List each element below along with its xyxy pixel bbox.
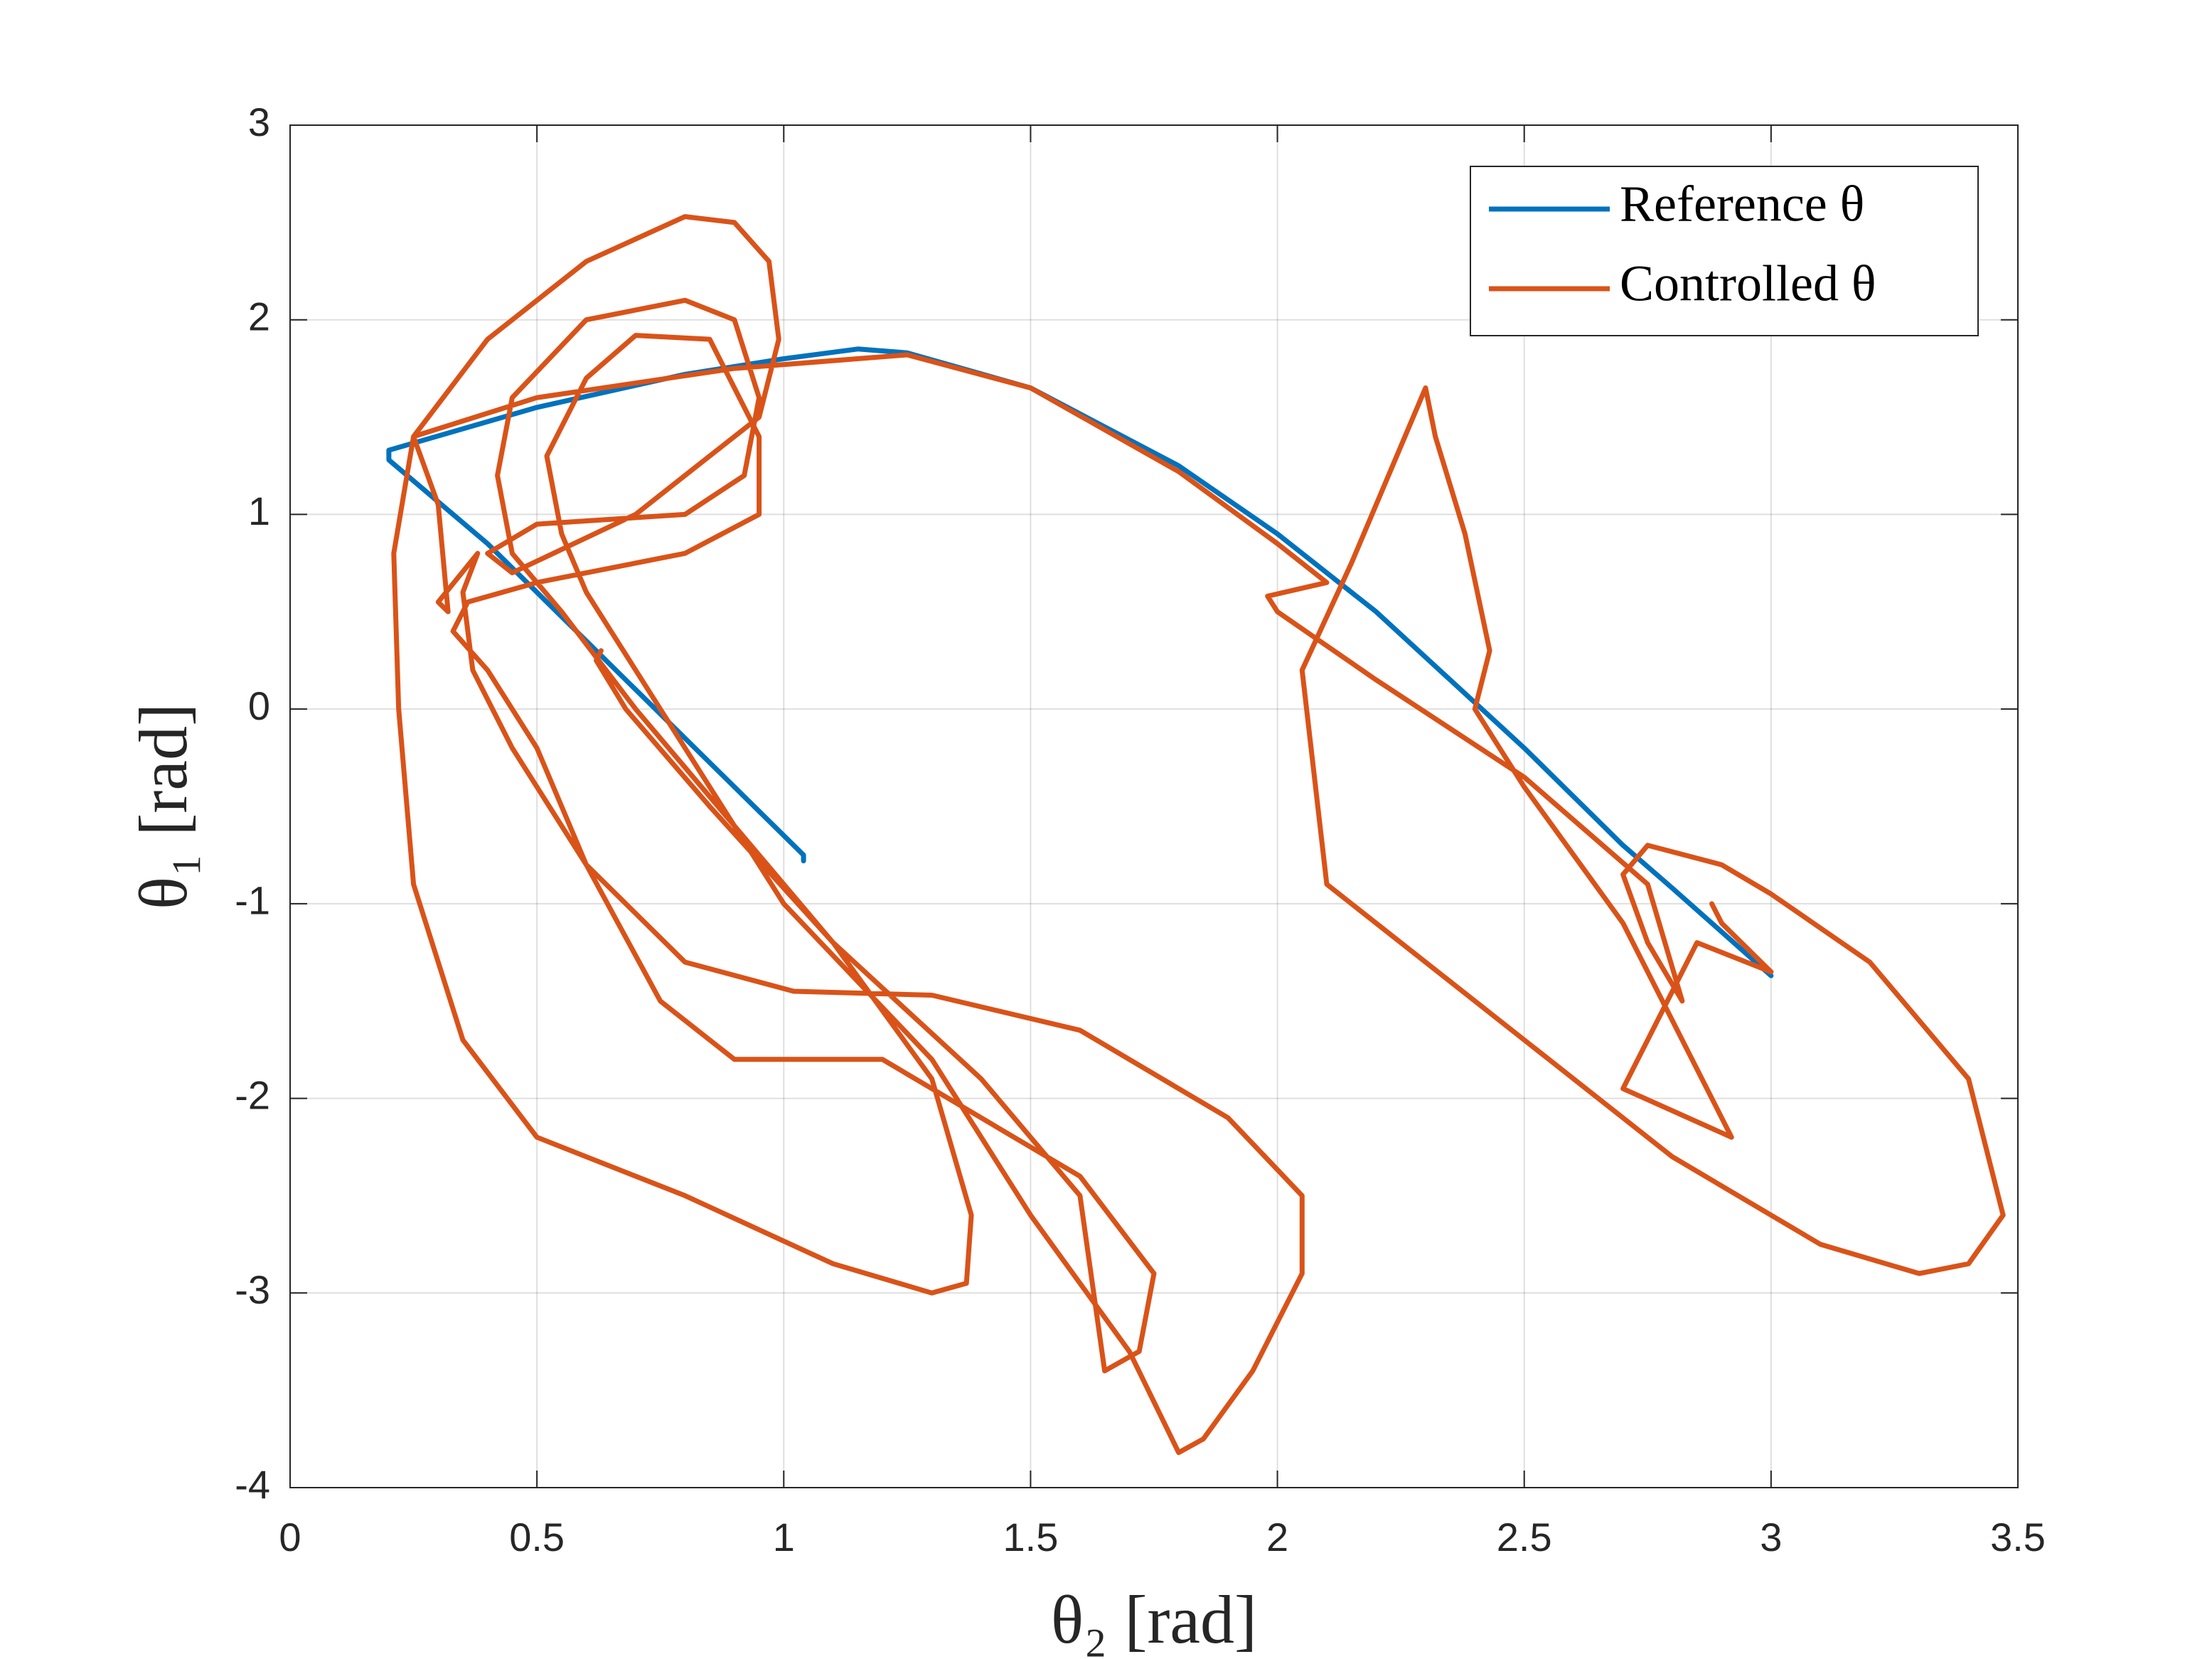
- x-tick-label: 0.5: [509, 1515, 565, 1559]
- series-line: [386, 346, 1774, 978]
- legend-box: [1470, 166, 1979, 336]
- y-tick-label: 1: [248, 489, 270, 533]
- x-tick-label: 3.5: [1990, 1515, 2046, 1559]
- x-tick-label: 2: [1266, 1515, 1288, 1559]
- series-line: [391, 214, 2006, 1456]
- axes-box: [289, 124, 2019, 1488]
- y-tick-label: -4: [235, 1462, 270, 1507]
- y-axis-label: θ₁ [rad]: [125, 703, 201, 909]
- x-tick-label: 3: [1760, 1515, 1782, 1559]
- legend-label: Controlled θ: [1620, 255, 1876, 312]
- y-tick-label: -3: [235, 1267, 270, 1312]
- x-axis-label: θ₂ [rad]: [1051, 1581, 1257, 1658]
- y-tick-label: 3: [248, 100, 270, 144]
- plot-area: [290, 125, 2018, 1488]
- x-tick-label: 1: [773, 1515, 795, 1559]
- y-tick-label: 0: [248, 683, 270, 728]
- legend-label: Reference θ: [1620, 176, 1864, 233]
- x-tick-label: 0: [279, 1515, 301, 1559]
- x-tick-label: 1.5: [1003, 1515, 1058, 1559]
- y-tick-label: 2: [248, 294, 270, 339]
- y-tick-label: -1: [235, 878, 270, 923]
- y-tick-label: -2: [235, 1072, 270, 1117]
- x-tick-label: 2.5: [1497, 1515, 1552, 1559]
